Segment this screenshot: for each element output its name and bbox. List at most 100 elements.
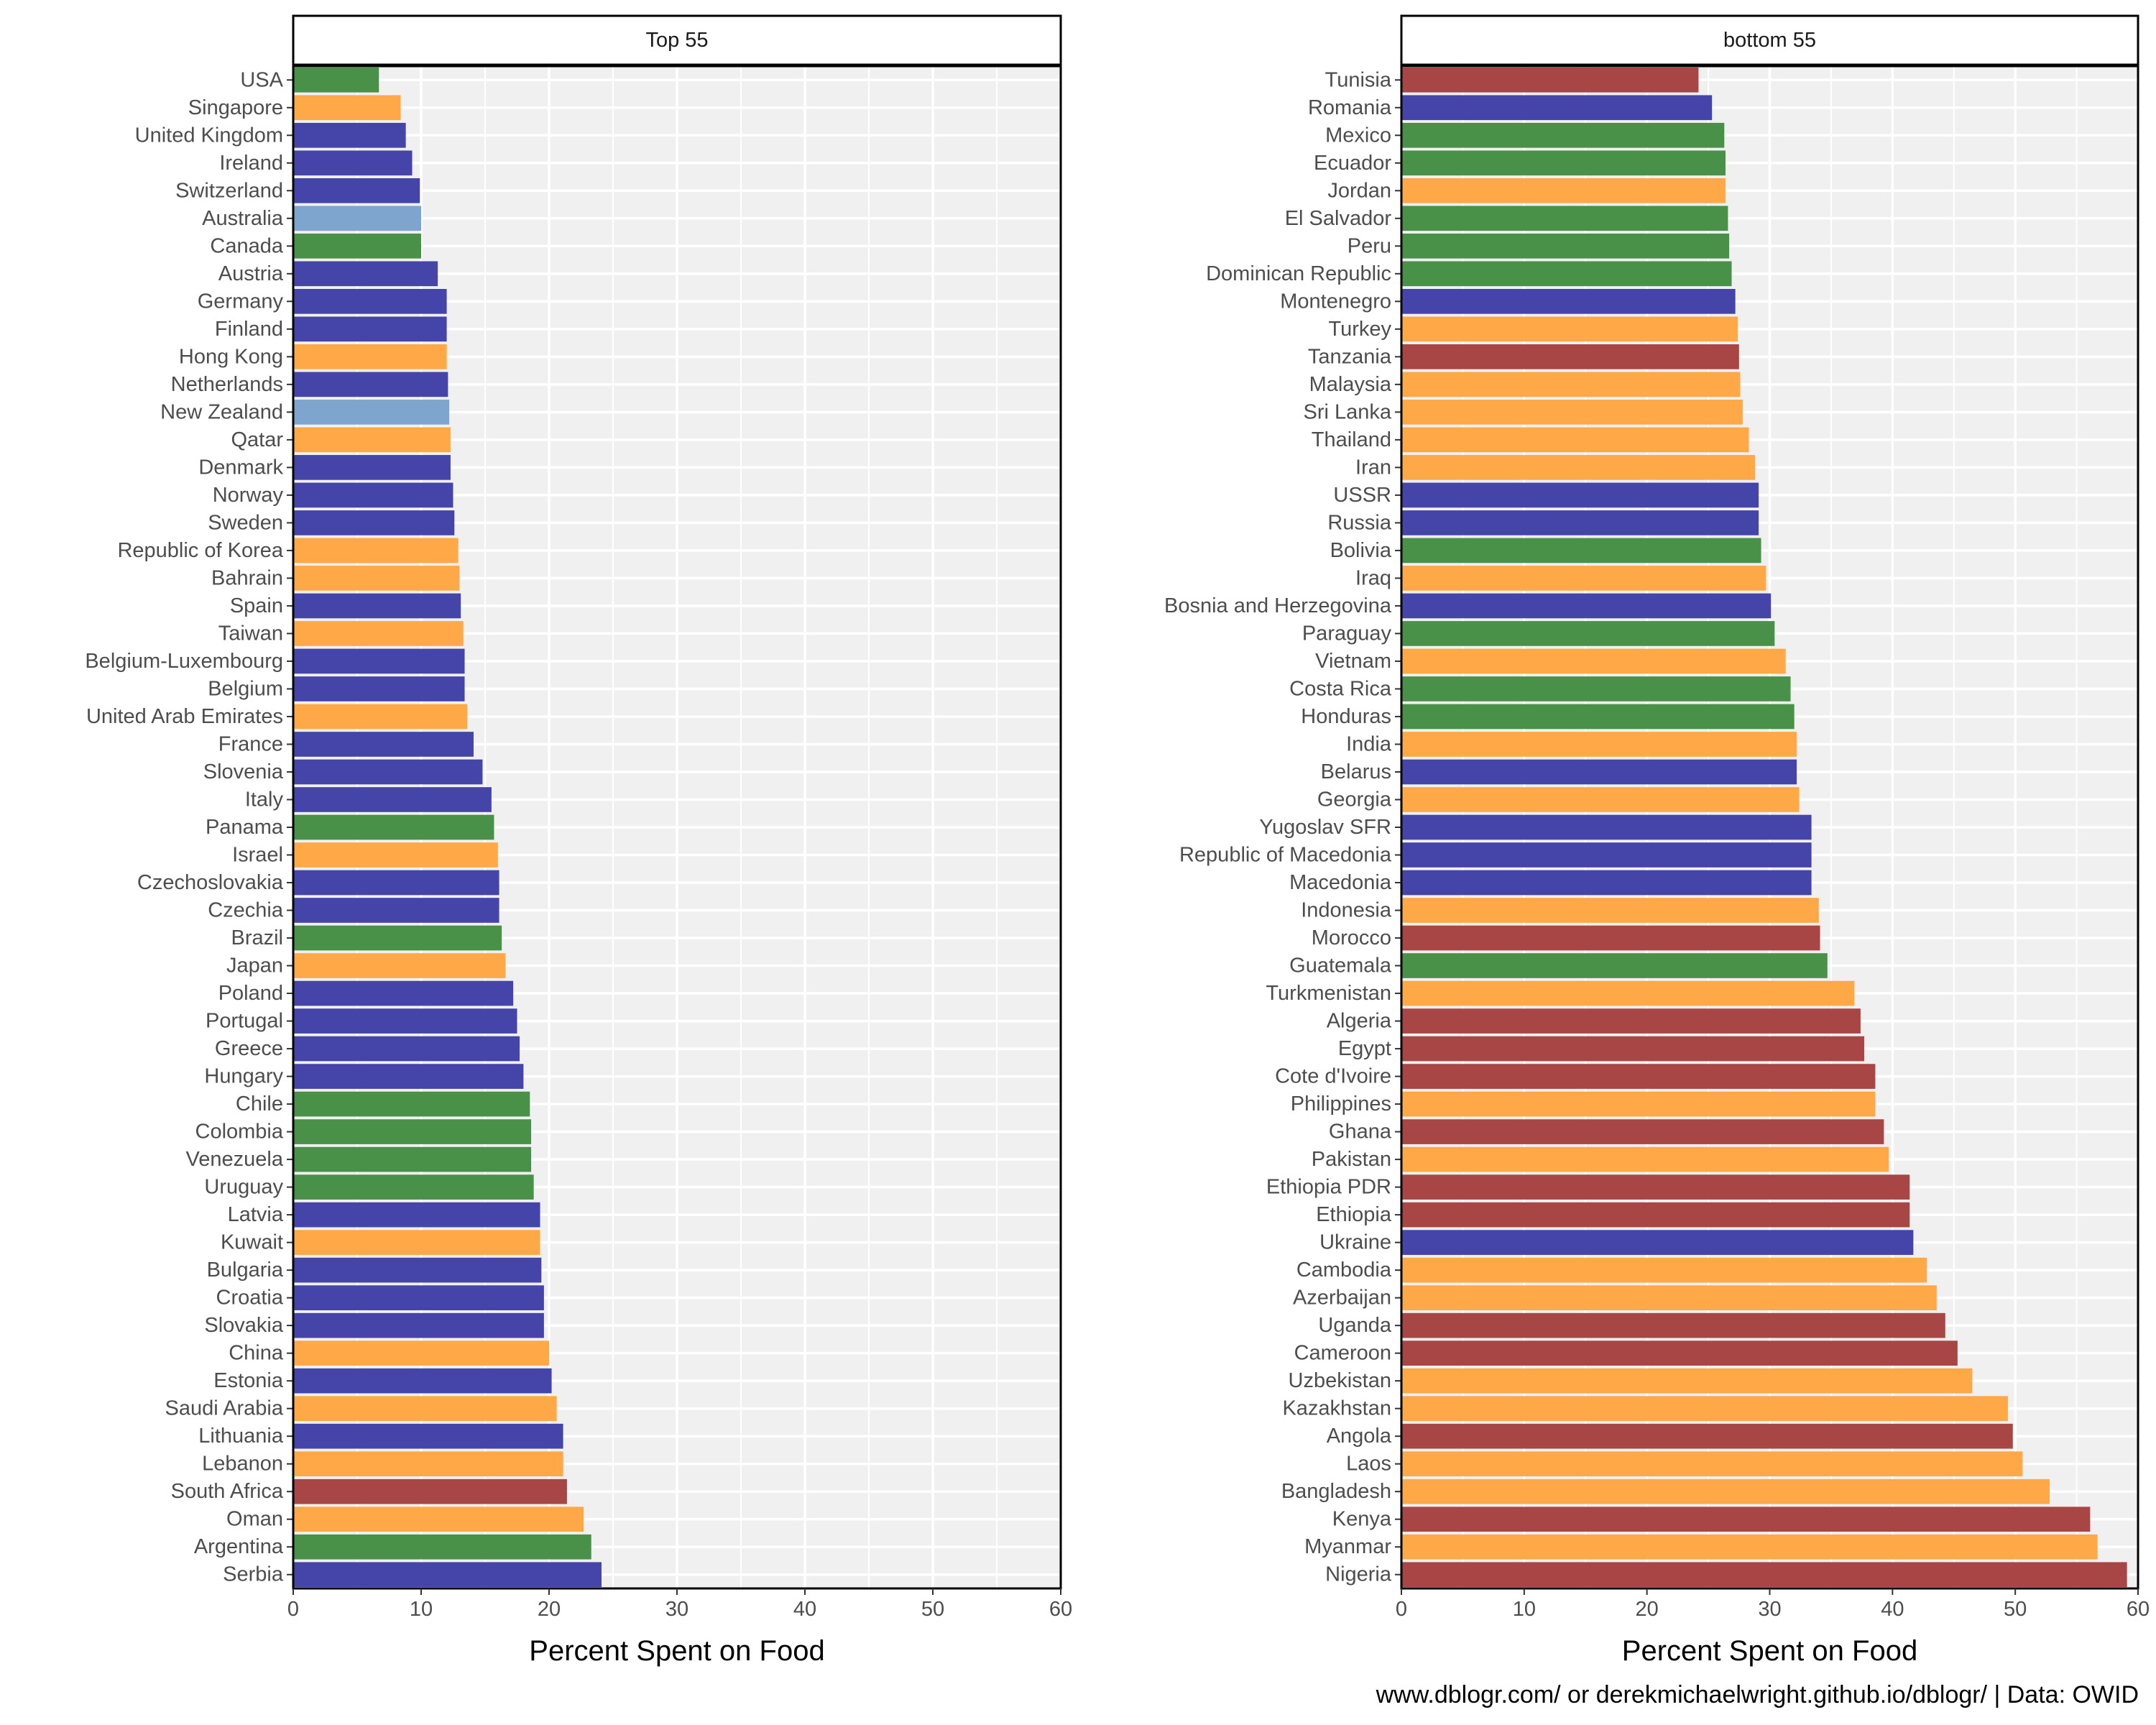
bar-montenegro (1401, 288, 1736, 314)
bar-algeria (1401, 1008, 1861, 1034)
y-tick-label: Oman (226, 1508, 283, 1531)
bar-cameroon (1401, 1340, 1958, 1366)
y-tick-label: Angola (1327, 1425, 1392, 1448)
bar-myanmar (1401, 1534, 2098, 1560)
y-tick-label: Croatia (216, 1287, 284, 1310)
bar-spain (293, 593, 461, 619)
bar-netherlands (293, 372, 448, 397)
y-tick-label: Ireland (219, 152, 283, 175)
y-tick-label: Mexico (1325, 124, 1391, 147)
y-tick-label: Philippines (1291, 1092, 1391, 1116)
bar-honduras (1401, 704, 1795, 730)
y-tick-label: Taiwan (218, 622, 283, 645)
bar-iraq (1401, 566, 1766, 591)
y-tick-label: Turkmenistan (1266, 982, 1391, 1005)
y-tick-label: Uganda (1318, 1314, 1391, 1337)
bar-bahrain (293, 566, 460, 591)
y-tick-label: Republic of Korea (117, 539, 283, 562)
bar-peru (1401, 233, 1730, 259)
bar-dominican-republic (1401, 261, 1732, 287)
bar-panama (293, 814, 494, 840)
bar-india (1401, 732, 1797, 757)
bar-bulgaria (293, 1257, 542, 1283)
bar-ghana (1401, 1119, 1884, 1144)
y-tick-label: United Kingdom (135, 124, 283, 147)
bar-south-africa (293, 1478, 567, 1504)
bar-cambodia (1401, 1257, 1927, 1283)
bar-republic-of-macedonia (1401, 842, 1812, 868)
y-tick-label: Honduras (1301, 705, 1391, 728)
bar-austria (293, 261, 438, 287)
y-tick-label: Lithuania (198, 1425, 284, 1448)
bar-italy (293, 787, 492, 812)
strip-header (1400, 14, 2139, 66)
x-tick-label: 0 (1396, 1598, 1407, 1621)
bar-iran (1401, 455, 1755, 480)
y-tick-label: Uzbekistan (1289, 1369, 1391, 1392)
y-tick-label: Poland (218, 982, 283, 1005)
bar-united-arab-emirates (293, 704, 468, 730)
bar-colombia (293, 1119, 532, 1144)
y-tick-label: Montenegro (1280, 290, 1391, 313)
y-tick-label: Ghana (1329, 1121, 1392, 1144)
y-tick-label: Republic of Macedonia (1179, 844, 1392, 867)
y-tick-label: Estonia (213, 1369, 284, 1392)
bar-china (293, 1340, 549, 1366)
y-tick-label: Canada (210, 234, 283, 257)
bar-united-kingdom (293, 122, 406, 148)
bar-kuwait (293, 1230, 540, 1255)
y-tick-label: Sri Lanka (1303, 400, 1391, 423)
y-tick-label: Slovenia (203, 760, 284, 783)
y-tick-label: India (1346, 732, 1392, 755)
y-tick-label: Bangladesh (1281, 1480, 1391, 1503)
bar-belgium (293, 676, 465, 702)
y-tick-label: Romania (1308, 96, 1392, 119)
bar-kenya (1401, 1506, 2091, 1532)
bar-el-salvador (1401, 206, 1728, 231)
source-caption: www.dblogr.com/ or derekmichaelwright.gi… (1376, 1681, 2139, 1708)
y-tick-label: Slovakia (204, 1314, 283, 1337)
bar-guatemala (1401, 953, 1828, 978)
bar-usa (293, 67, 379, 93)
y-tick-label: Ukraine (1319, 1231, 1391, 1254)
bar-thailand (1401, 427, 1749, 453)
y-tick-label: Denmark (198, 456, 283, 479)
bar-chile (293, 1091, 530, 1117)
y-tick-label: Iran (1355, 456, 1391, 479)
bar-indonesia (1401, 898, 1819, 923)
bar-uzbekistan (1401, 1368, 1973, 1394)
bar-jordan (1401, 178, 1726, 203)
bar-hungary (293, 1064, 524, 1089)
bar-france (293, 732, 474, 757)
y-tick-label: Czechia (208, 899, 284, 922)
bar-switzerland (293, 178, 420, 203)
bar-qatar (293, 427, 451, 453)
y-tick-label: Indonesia (1301, 899, 1392, 922)
bar-serbia (293, 1562, 602, 1588)
bar-croatia (293, 1285, 544, 1310)
y-tick-label: Germany (198, 290, 284, 313)
x-tick-label: 30 (665, 1598, 688, 1621)
y-tick-label: Malaysia (1309, 373, 1392, 396)
bar-finland (293, 316, 447, 342)
bar-pakistan (1401, 1146, 1889, 1172)
y-tick-label: Chile (236, 1092, 283, 1116)
y-tick-label: Thailand (1312, 428, 1391, 451)
y-tick-label: Kazakhstan (1282, 1397, 1391, 1420)
bar-tunisia (1401, 67, 1699, 93)
y-tick-label: USSR (1333, 484, 1391, 507)
facet-panel-1: USA Singapore United Kingdom Ireland Switzer… (85, 14, 1072, 1667)
y-tick-label: Finland (215, 318, 283, 341)
bar-paraguay (1401, 621, 1775, 646)
x-tick-label: 10 (410, 1598, 433, 1621)
x-tick-label: 50 (921, 1598, 944, 1621)
bar-taiwan (293, 621, 464, 646)
y-tick-label: Australia (202, 207, 284, 230)
y-tick-label: New Zealand (160, 400, 283, 423)
y-tick-label: Tanzania (1308, 345, 1392, 368)
y-tick-label: Turkey (1328, 318, 1391, 341)
y-tick-label: Colombia (195, 1121, 284, 1144)
y-tick-label: Panama (206, 816, 284, 839)
bar-yugoslav-sfr (1401, 814, 1812, 840)
